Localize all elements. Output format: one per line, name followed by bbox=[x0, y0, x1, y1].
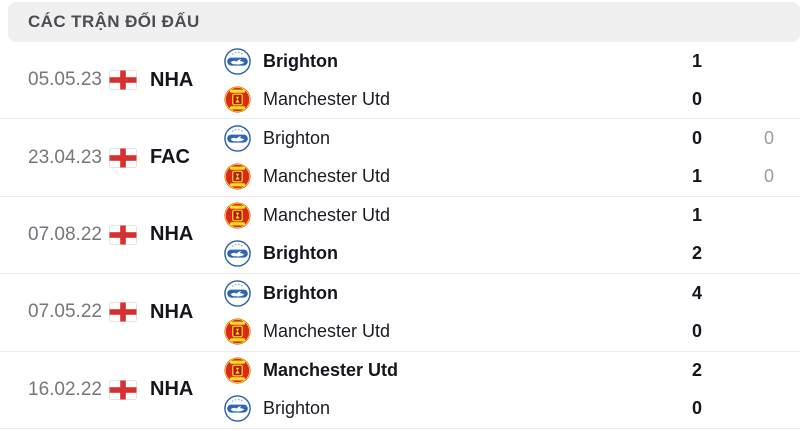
match-row[interactable]: 05.05.23 NHA Brighton 1 Manchester Utd 0 bbox=[0, 42, 800, 120]
match-row[interactable]: 07.08.22 NHA Manchester Utd 1 Brighton 2 bbox=[0, 196, 800, 275]
team-line: Manchester Utd 0 bbox=[224, 86, 800, 113]
england-flag-icon bbox=[109, 380, 137, 400]
team-line: Manchester Utd 1 bbox=[224, 202, 800, 229]
brighton-logo-icon bbox=[224, 280, 251, 307]
match-date: 05.05.23 bbox=[28, 69, 102, 91]
team-line: Manchester Utd 0 bbox=[224, 318, 800, 345]
england-flag-icon bbox=[109, 70, 137, 90]
competition-label: NHA bbox=[150, 68, 194, 91]
match-row[interactable]: 16.02.22 NHA Manchester Utd 2 Brighton 0 bbox=[0, 351, 800, 429]
match-date: 07.05.22 bbox=[28, 301, 102, 323]
team-name: Manchester Utd bbox=[263, 320, 391, 341]
match-row[interactable]: 23.04.23 FAC Brighton 0 0 Manchester Utd… bbox=[0, 119, 800, 197]
teams-block: Manchester Utd 1 Brighton 2 bbox=[224, 202, 800, 267]
team-line: Manchester Utd 1 0 bbox=[224, 163, 800, 190]
team-name: Brighton bbox=[263, 243, 338, 264]
teams-block: Brighton 4 Manchester Utd 0 bbox=[224, 280, 800, 345]
man-utd-logo-icon bbox=[224, 202, 251, 229]
team-name: Manchester Utd bbox=[263, 360, 399, 381]
brighton-logo-icon bbox=[224, 125, 251, 152]
team-score: 4 bbox=[691, 282, 702, 303]
competition-label: NHA bbox=[150, 300, 194, 323]
team-name: Manchester Utd bbox=[263, 88, 391, 109]
team-name: Manchester Utd bbox=[263, 166, 391, 187]
match-row[interactable]: 07.05.22 NHA Brighton 4 Manchester Utd 0 bbox=[0, 274, 800, 352]
team-score: 0 bbox=[691, 320, 702, 341]
team-penalty-score: 0 bbox=[763, 128, 774, 149]
competition-label: FAC bbox=[150, 146, 190, 169]
team-score: 0 bbox=[691, 128, 702, 149]
team-score: 2 bbox=[691, 243, 702, 264]
team-penalty-score: 0 bbox=[763, 166, 774, 187]
match-list: 05.05.23 NHA Brighton 1 Manchester Utd 0 bbox=[0, 42, 800, 429]
team-score: 0 bbox=[691, 398, 702, 419]
team-score: 0 bbox=[691, 88, 702, 109]
team-score: 1 bbox=[691, 50, 702, 71]
match-date: 16.02.22 bbox=[28, 378, 102, 400]
man-utd-logo-icon bbox=[224, 318, 251, 345]
team-line: Brighton 2 bbox=[224, 240, 800, 267]
section-title: CÁC TRẬN ĐỐI ĐẤU bbox=[28, 12, 200, 31]
team-score: 1 bbox=[691, 205, 702, 226]
competition-label: NHA bbox=[150, 223, 194, 246]
teams-block: Brighton 0 0 Manchester Utd 1 0 bbox=[224, 125, 800, 190]
team-name: Brighton bbox=[263, 128, 331, 149]
man-utd-logo-icon bbox=[224, 163, 251, 190]
match-date: 23.04.23 bbox=[28, 146, 102, 168]
section-header: CÁC TRẬN ĐỐI ĐẤU bbox=[8, 2, 800, 42]
competition-label: NHA bbox=[150, 378, 194, 401]
england-flag-icon bbox=[109, 302, 137, 322]
england-flag-icon bbox=[109, 225, 137, 245]
brighton-logo-icon bbox=[224, 48, 251, 75]
team-score: 1 bbox=[691, 166, 702, 187]
man-utd-logo-icon bbox=[224, 357, 251, 384]
team-line: Brighton 4 bbox=[224, 280, 800, 307]
teams-block: Brighton 1 Manchester Utd 0 bbox=[224, 48, 800, 113]
brighton-logo-icon bbox=[224, 395, 251, 422]
team-name: Brighton bbox=[263, 282, 338, 303]
team-name: Manchester Utd bbox=[263, 205, 391, 226]
team-score: 2 bbox=[691, 360, 702, 381]
team-line: Brighton 0 0 bbox=[224, 125, 800, 152]
team-line: Brighton 1 bbox=[224, 48, 800, 75]
england-flag-icon bbox=[109, 148, 137, 168]
teams-block: Manchester Utd 2 Brighton 0 bbox=[224, 357, 800, 422]
team-name: Brighton bbox=[263, 398, 331, 419]
team-line: Manchester Utd 2 bbox=[224, 357, 800, 384]
man-utd-logo-icon bbox=[224, 86, 251, 113]
match-date: 07.08.22 bbox=[28, 223, 102, 245]
team-name: Brighton bbox=[263, 50, 338, 71]
brighton-logo-icon bbox=[224, 240, 251, 267]
team-line: Brighton 0 bbox=[224, 395, 800, 422]
